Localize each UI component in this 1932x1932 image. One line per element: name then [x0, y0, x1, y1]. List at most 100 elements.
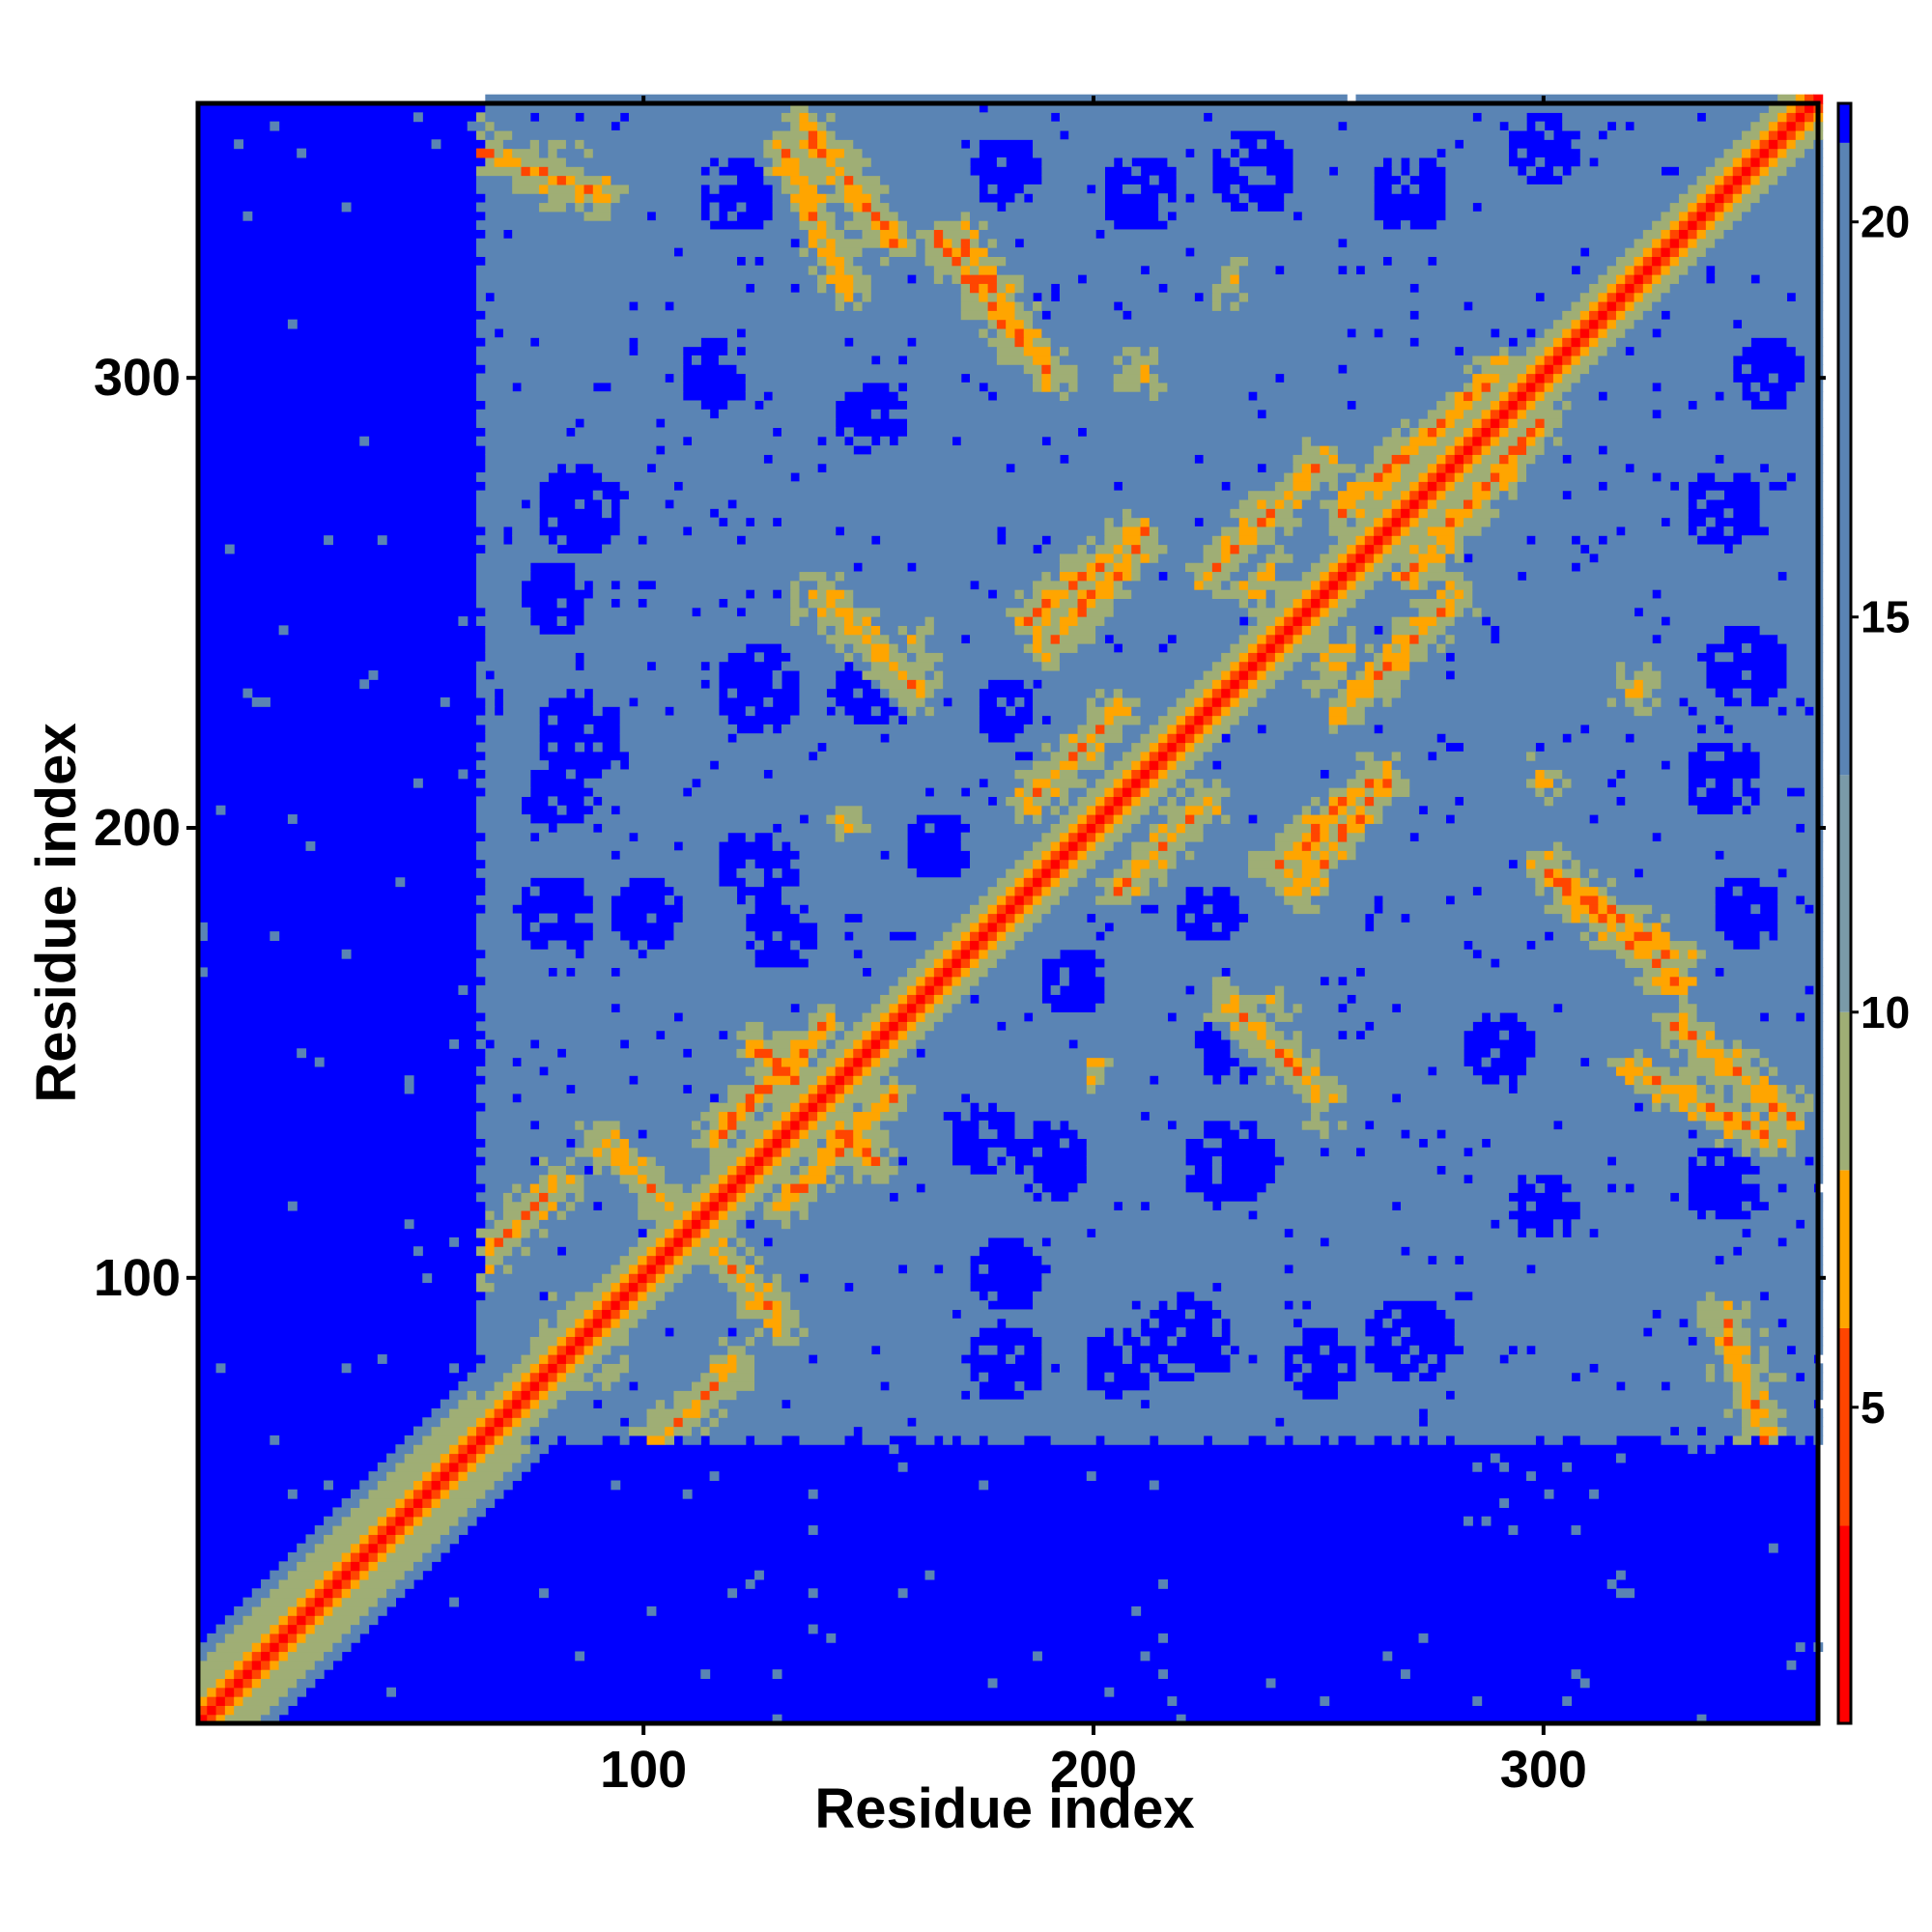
heatmap-cell	[646, 1417, 675, 1428]
heatmap-cell	[1293, 625, 1303, 636]
heatmap-cell	[1230, 733, 1437, 744]
heatmap-cell	[799, 877, 998, 888]
heatmap-cell	[897, 1192, 1034, 1203]
heatmap-cell	[198, 1651, 208, 1662]
heatmap-cell	[987, 382, 1034, 392]
heatmap-cell	[1742, 1417, 1751, 1428]
heatmap-cell	[1552, 1228, 1563, 1238]
heatmap-cell	[1347, 481, 1393, 492]
heatmap-cell	[521, 1417, 540, 1428]
heatmap-cell	[1077, 589, 1088, 600]
heatmap-cell	[1006, 526, 1105, 536]
heatmap-cell	[1409, 526, 1429, 536]
heatmap-cell	[1696, 1093, 1725, 1103]
heatmap-cell	[359, 1578, 396, 1589]
heatmap-cell	[539, 1038, 621, 1049]
heatmap-cell	[996, 327, 1007, 338]
heatmap-cell	[987, 103, 1770, 113]
heatmap-cell	[1382, 517, 1393, 527]
heatmap-cell	[727, 1372, 755, 1382]
heatmap-cell	[575, 1174, 585, 1184]
heatmap-cell	[1732, 1057, 1751, 1067]
heatmap-cell	[324, 1597, 333, 1607]
heatmap-cell	[1427, 1435, 1447, 1445]
heatmap-cell	[835, 292, 845, 302]
heatmap-cell	[1328, 1093, 1339, 1103]
heatmap-cell	[1086, 778, 1096, 788]
heatmap-cell	[377, 1552, 387, 1562]
heatmap-cell	[1122, 814, 1142, 824]
heatmap-cell	[431, 1489, 441, 1499]
heatmap-cell	[1023, 1390, 1105, 1401]
heatmap-cell	[1688, 1318, 1698, 1328]
heatmap-cell	[826, 1048, 845, 1059]
heatmap-cell	[709, 1354, 728, 1364]
heatmap-cell	[933, 967, 944, 978]
heatmap-cell	[1041, 643, 1079, 653]
heatmap-cell	[602, 1201, 639, 1211]
heatmap-cell	[575, 1651, 585, 1662]
heatmap-cell	[215, 1642, 253, 1653]
heatmap-cell	[979, 229, 1096, 240]
heatmap-cell	[817, 607, 827, 617]
heatmap-cell	[1284, 1003, 1294, 1013]
heatmap-cell	[1374, 787, 1393, 797]
heatmap-cell	[1526, 1174, 1536, 1184]
heatmap-cell	[646, 1156, 657, 1166]
heatmap-cell	[736, 1111, 747, 1122]
heatmap-cell	[1194, 706, 1205, 717]
heatmap-cell	[1526, 1471, 1536, 1482]
heatmap-cell	[772, 679, 782, 690]
heatmap-cell	[1167, 1696, 1178, 1706]
heatmap-cell	[754, 1327, 764, 1337]
heatmap-cell	[1122, 553, 1132, 563]
heatmap-cell	[1006, 867, 1025, 878]
heatmap-cell	[727, 1183, 738, 1193]
heatmap-cell	[1508, 346, 1527, 356]
heatmap-cell	[808, 1102, 818, 1113]
heatmap-cell	[297, 1561, 333, 1572]
heatmap-cell	[1562, 840, 1824, 851]
heatmap-cell	[1562, 1192, 1671, 1203]
heatmap-cell	[476, 1390, 486, 1401]
heatmap-cell	[1274, 634, 1285, 644]
heatmap-cell	[611, 1300, 621, 1311]
heatmap-cell	[826, 148, 845, 158]
heatmap-cell	[1688, 985, 1805, 995]
heatmap-cell	[485, 696, 496, 707]
heatmap-cell	[1122, 805, 1132, 815]
heatmap-cell	[1301, 498, 1321, 509]
heatmap-cell	[754, 1336, 774, 1347]
heatmap-cell	[1140, 535, 1159, 546]
heatmap-cell	[1562, 436, 1824, 446]
heatmap-cell	[1221, 535, 1232, 546]
heatmap-cell	[1786, 706, 1805, 717]
heatmap-cell	[628, 1156, 639, 1166]
heatmap-cell	[1598, 1228, 1743, 1238]
heatmap-cell	[718, 760, 1034, 771]
heatmap-cell	[727, 1129, 738, 1140]
heatmap-cell	[853, 1129, 864, 1140]
heatmap-cell	[485, 769, 531, 780]
heatmap-cell	[1023, 904, 1034, 915]
heatmap-cell	[1589, 337, 1599, 348]
heatmap-cell	[862, 805, 1016, 815]
heatmap-cell	[1445, 490, 1473, 500]
heatmap-cell	[314, 1605, 325, 1616]
heatmap-cell	[512, 1228, 523, 1238]
heatmap-cell	[1571, 364, 1590, 375]
heatmap-cell	[1014, 337, 1025, 348]
heatmap-cell	[1328, 787, 1348, 797]
heatmap-cell	[1320, 840, 1330, 851]
heatmap-cell	[1723, 1363, 1734, 1374]
heatmap-cell	[404, 1075, 414, 1086]
heatmap-cell	[646, 1407, 684, 1418]
heatmap-cell	[476, 850, 611, 861]
heatmap-cell	[808, 1084, 818, 1094]
heatmap-cell	[207, 1696, 217, 1706]
heatmap-cell	[1436, 607, 1447, 617]
heatmap-cell	[1382, 643, 1393, 653]
heatmap-cell	[1759, 1345, 1770, 1355]
heatmap-cell	[1409, 913, 1563, 923]
heatmap-cell	[906, 418, 1402, 428]
